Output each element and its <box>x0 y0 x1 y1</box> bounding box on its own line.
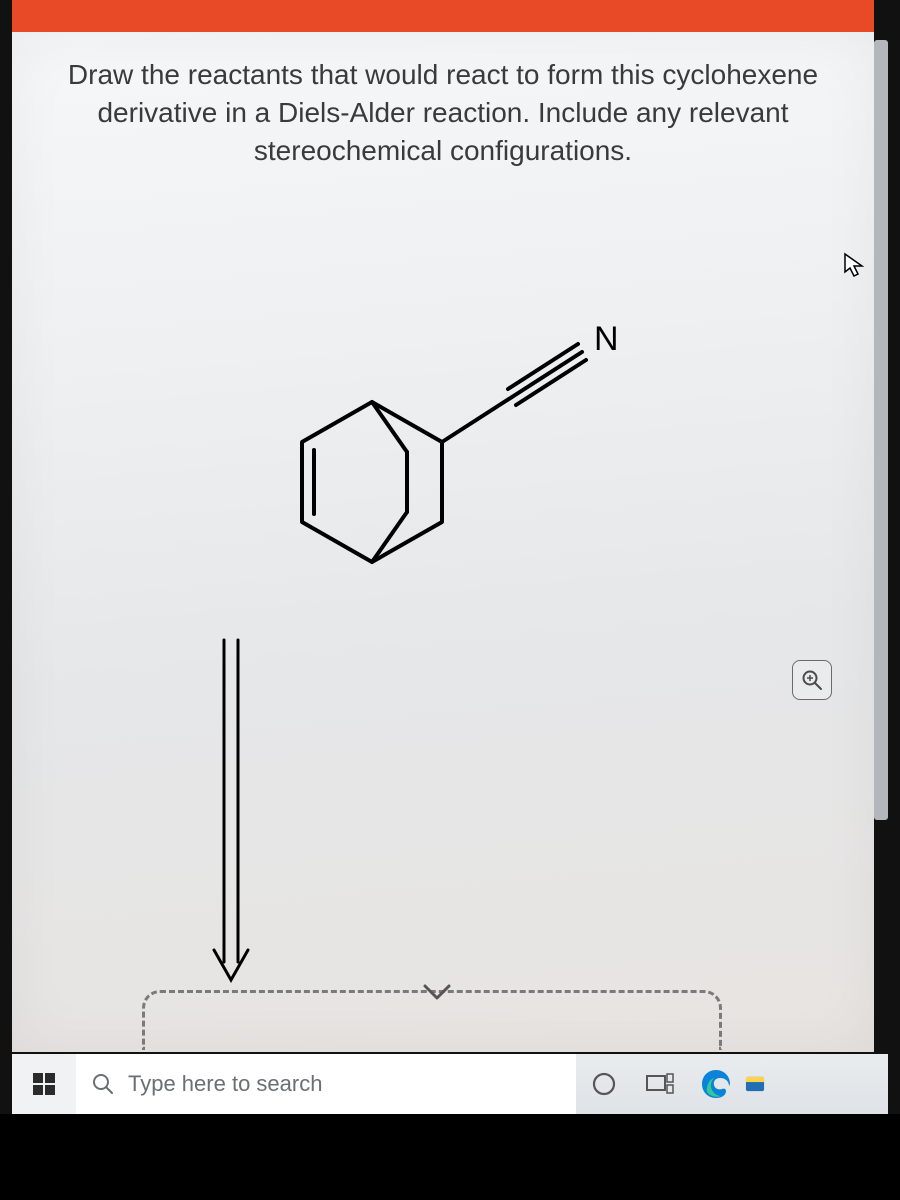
edge-browser-button[interactable] <box>688 1054 744 1114</box>
taskbar-app-partial[interactable] <box>744 1054 766 1114</box>
task-view-icon <box>645 1072 675 1096</box>
reaction-arrow <box>192 632 272 992</box>
mouse-cursor-icon <box>842 252 868 278</box>
task-view-button[interactable] <box>632 1054 688 1114</box>
zoom-button[interactable] <box>792 660 832 700</box>
magnifier-icon <box>801 669 823 691</box>
product-structure-diagram: N <box>242 292 662 632</box>
cortana-ring-icon <box>591 1071 617 1097</box>
nitrogen-label: N <box>594 320 619 358</box>
search-icon <box>92 1073 114 1095</box>
question-prompt: Draw the reactants that would react to f… <box>40 56 846 169</box>
taskbar-search[interactable]: Type here to search <box>76 1054 576 1114</box>
windows-taskbar: Type here to search <box>12 1054 888 1114</box>
cortana-button[interactable] <box>576 1054 632 1114</box>
search-placeholder: Type here to search <box>128 1071 322 1097</box>
screenshot-frame: Draw the reactants that would react to f… <box>0 0 900 1200</box>
start-button[interactable] <box>12 1054 76 1114</box>
vertical-scrollbar[interactable] <box>874 40 888 820</box>
app-icon <box>744 1067 766 1101</box>
chevron-down-icon <box>422 982 452 1002</box>
app-header-bar <box>12 0 874 32</box>
question-panel: Draw the reactants that would react to f… <box>12 32 874 1052</box>
edge-icon <box>699 1067 733 1101</box>
windows-logo-icon <box>33 1073 55 1095</box>
bottom-bezel <box>0 1114 900 1200</box>
